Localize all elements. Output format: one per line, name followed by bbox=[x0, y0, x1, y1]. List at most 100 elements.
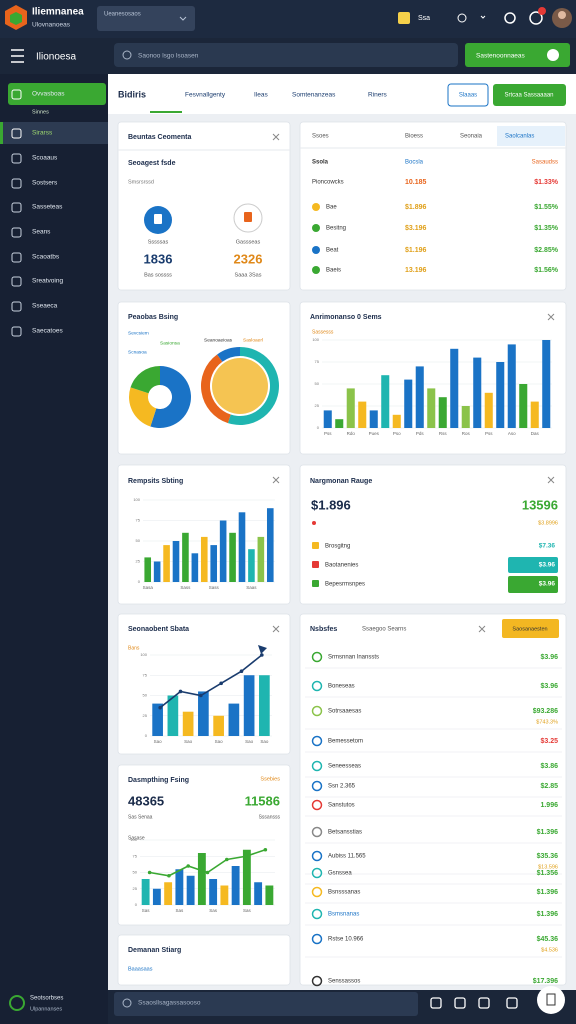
toolbar-icon[interactable] bbox=[454, 997, 466, 1009]
pie-slice bbox=[227, 347, 279, 425]
row-icon bbox=[311, 760, 323, 772]
tab[interactable]: Fesvnallgenty bbox=[185, 92, 226, 99]
selector[interactable] bbox=[97, 6, 195, 31]
header-button[interactable] bbox=[465, 43, 570, 67]
bar bbox=[519, 384, 528, 428]
list-button-label[interactable]: Saosanaesten bbox=[512, 626, 547, 632]
trend-label: Sasase bbox=[128, 835, 145, 841]
primary-button[interactable] bbox=[493, 84, 566, 106]
tab-active[interactable] bbox=[497, 126, 565, 146]
y-tick-label: 75 bbox=[136, 518, 141, 523]
selector-label: Ueanesosaos bbox=[104, 12, 141, 18]
tab[interactable]: Riners bbox=[368, 92, 388, 99]
logo-part bbox=[10, 12, 22, 25]
table-tab[interactable]: Saolcanlas bbox=[505, 134, 534, 140]
row-icon bbox=[311, 705, 323, 717]
trend-point bbox=[263, 847, 268, 852]
search-bar[interactable] bbox=[114, 43, 458, 67]
bar bbox=[243, 675, 255, 736]
x-tick-label: Das bbox=[531, 431, 540, 436]
close-icon[interactable] bbox=[272, 133, 280, 141]
list-button[interactable] bbox=[502, 619, 559, 638]
nav-item[interactable]: Sostsers bbox=[32, 180, 58, 187]
close-icon[interactable] bbox=[478, 625, 486, 633]
value-chip bbox=[508, 576, 558, 593]
bar bbox=[358, 401, 367, 428]
y-tick-label: 25 bbox=[315, 403, 320, 408]
toolbar-icon[interactable] bbox=[430, 997, 442, 1009]
nav-item[interactable]: Ovvasboas bbox=[32, 91, 65, 98]
footer-logo bbox=[9, 995, 25, 1011]
x-tick-label: Sas bbox=[243, 908, 252, 913]
chevron bbox=[179, 16, 187, 21]
nav-item[interactable]: Seans bbox=[32, 229, 51, 236]
kpi-value: 2326 bbox=[234, 251, 263, 266]
trend-value: 11586 bbox=[245, 793, 280, 808]
nav-item[interactable]: Sreatvoing bbox=[32, 278, 63, 285]
bar bbox=[182, 711, 194, 736]
row-icon bbox=[311, 826, 323, 838]
bottom-search[interactable] bbox=[114, 992, 418, 1016]
row-value: $3.96 bbox=[539, 562, 556, 569]
y-tick-label: 0 bbox=[317, 425, 320, 430]
nav-item[interactable]: Sseaeca bbox=[32, 303, 58, 310]
row-icon bbox=[311, 780, 323, 792]
brand-subtitle: Ulovnanoeas bbox=[32, 22, 71, 29]
card bbox=[117, 934, 291, 986]
card bbox=[299, 301, 567, 455]
row-icon bbox=[311, 908, 323, 920]
toolbar-icon[interactable] bbox=[506, 997, 518, 1009]
bar bbox=[219, 520, 227, 582]
nav-icon bbox=[11, 227, 22, 238]
card bbox=[299, 613, 567, 986]
trend-line bbox=[159, 654, 263, 709]
nav-active[interactable] bbox=[8, 83, 106, 105]
fab-button bbox=[537, 986, 565, 1014]
nav-selected[interactable] bbox=[0, 122, 108, 144]
footer-title: Seotsorbses bbox=[30, 996, 63, 1002]
trend-point bbox=[147, 870, 152, 875]
column-header: Bocsla bbox=[405, 160, 424, 166]
x-tick-label: Aso bbox=[508, 431, 516, 436]
row-name: Bae bbox=[326, 205, 337, 211]
nav-icon bbox=[11, 128, 22, 139]
card-title: Nsbsfes bbox=[310, 626, 337, 633]
nav-item[interactable]: Sirarss bbox=[32, 130, 53, 137]
x-tick-label: Sao bbox=[184, 739, 193, 744]
card-title: Peaobas Bsing bbox=[128, 314, 178, 321]
nav-item[interactable]: Saecatoes bbox=[32, 328, 63, 335]
tab[interactable]: Ileas bbox=[254, 92, 268, 99]
nav-item[interactable]: Scaoatbs bbox=[32, 254, 60, 261]
nav-item[interactable]: Sinnes bbox=[32, 109, 49, 115]
close-icon[interactable] bbox=[547, 476, 555, 484]
table-tab[interactable]: Seonaia bbox=[460, 134, 483, 140]
y-tick-label: 100 bbox=[312, 337, 319, 342]
bar bbox=[542, 340, 551, 428]
bar bbox=[496, 362, 505, 428]
table-tab[interactable]: Bioess bbox=[405, 134, 423, 140]
bar bbox=[175, 869, 184, 905]
nav-item[interactable]: Scoaaus bbox=[32, 155, 58, 162]
close-icon[interactable] bbox=[272, 625, 280, 633]
value-chip bbox=[508, 557, 558, 573]
row-name: Boneseas bbox=[328, 684, 355, 690]
row-value: $3.96 bbox=[540, 683, 558, 690]
table-tab[interactable]: Ssoes bbox=[312, 134, 329, 140]
x-tick-label: Pds bbox=[416, 431, 425, 436]
close-icon[interactable] bbox=[272, 476, 280, 484]
toolbar-icon[interactable] bbox=[478, 997, 490, 1009]
nav-item[interactable]: Sasseteas bbox=[32, 204, 63, 211]
status-dot bbox=[312, 521, 316, 525]
account-label[interactable]: Ssa bbox=[418, 15, 430, 22]
bar bbox=[152, 888, 161, 905]
nav-icon bbox=[11, 153, 22, 164]
row-value: $1.896 bbox=[405, 204, 427, 211]
row-value: $93.286 bbox=[533, 708, 558, 715]
tab[interactable]: Somtenanzeas bbox=[292, 92, 336, 99]
outline-button-label[interactable]: Slaaas bbox=[459, 93, 477, 99]
primary-button-label[interactable]: Srtcaa Sassaaaan bbox=[504, 93, 553, 99]
bar bbox=[167, 695, 179, 736]
outline-button[interactable] bbox=[447, 83, 489, 107]
card-title: Rempsits Sbting bbox=[128, 478, 183, 485]
close-icon[interactable] bbox=[547, 313, 555, 321]
